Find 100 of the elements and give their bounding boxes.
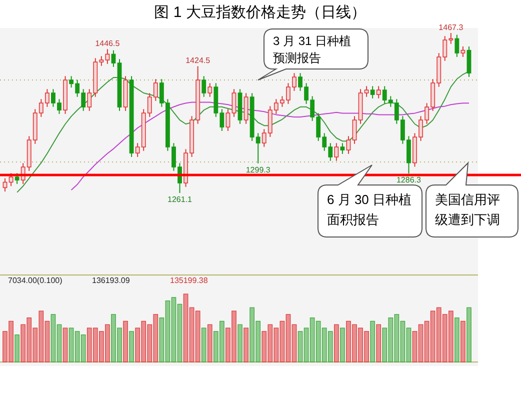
bar — [298, 331, 303, 362]
bar — [448, 310, 454, 362]
bar — [418, 324, 424, 362]
bar — [436, 307, 442, 362]
bar — [310, 318, 315, 362]
bar — [430, 310, 436, 362]
bar — [256, 320, 260, 362]
candlestick — [376, 86, 381, 99]
bar — [244, 328, 248, 362]
bar — [80, 334, 86, 362]
candlestick — [111, 50, 116, 68]
bar — [111, 314, 116, 362]
annotation: 1446.5 — [95, 39, 120, 48]
candlestick — [364, 86, 369, 98]
annotation: 1286.3 — [396, 175, 422, 184]
bar — [226, 328, 230, 362]
bar — [117, 328, 122, 362]
candlestick — [226, 108, 230, 132]
candlestick — [460, 46, 466, 58]
bar — [382, 328, 388, 362]
text: 7034.00(0.100) — [8, 276, 63, 285]
candlestick — [334, 142, 339, 162]
bar — [412, 331, 418, 362]
bar — [135, 328, 140, 362]
bar — [105, 324, 110, 362]
bar — [442, 314, 448, 362]
candlestick — [454, 34, 460, 58]
bar — [129, 331, 134, 362]
bar — [26, 318, 32, 362]
bar — [62, 328, 68, 362]
candlestick — [202, 76, 206, 98]
bar — [20, 324, 26, 362]
bar — [56, 324, 62, 362]
bar — [388, 318, 394, 362]
bar — [352, 324, 357, 362]
bar — [86, 328, 92, 362]
candlestick — [346, 136, 351, 154]
candlestick — [8, 172, 14, 187]
annotation: 1299.3 — [246, 165, 271, 174]
bar — [195, 310, 200, 362]
candlestick — [466, 46, 472, 78]
annotation: 1424.5 — [186, 56, 211, 66]
candlestick — [340, 142, 345, 154]
bar — [153, 314, 158, 362]
bar — [340, 328, 345, 362]
bar — [99, 331, 104, 362]
bar — [147, 324, 152, 362]
candlestick — [232, 88, 236, 118]
bar — [189, 307, 194, 362]
bar — [268, 324, 273, 362]
bar — [376, 324, 382, 362]
bar — [165, 300, 170, 362]
bar — [406, 328, 412, 362]
bar — [424, 320, 430, 362]
bar — [364, 331, 369, 362]
bar — [220, 320, 224, 362]
bar — [92, 328, 98, 362]
bar — [304, 328, 309, 362]
bar — [8, 320, 14, 362]
bar — [316, 320, 321, 362]
bar — [358, 328, 363, 362]
annotation: 6 月 30 日种植面积报告 — [327, 192, 412, 227]
bar — [394, 314, 400, 362]
bar — [328, 331, 333, 362]
bar — [159, 318, 164, 362]
bar — [50, 314, 56, 362]
bar — [466, 307, 472, 362]
annotation: 美国信用评级遭到下调 — [435, 192, 500, 227]
bar — [286, 314, 291, 362]
bar — [38, 310, 44, 362]
bar — [280, 320, 285, 362]
candlestick — [2, 178, 8, 192]
bar — [346, 320, 351, 362]
bar — [460, 320, 466, 362]
bar — [370, 320, 375, 362]
bar — [183, 294, 188, 362]
bar — [454, 318, 460, 362]
bar — [171, 297, 176, 362]
bar — [262, 331, 267, 362]
candlestick — [352, 116, 357, 144]
bar — [232, 310, 236, 362]
bar — [44, 320, 50, 362]
candlestick — [370, 86, 375, 99]
bar — [400, 320, 406, 362]
bar — [334, 324, 339, 362]
bar — [274, 328, 279, 362]
bar — [250, 307, 254, 362]
bar — [74, 331, 80, 362]
text: 135199.38 — [170, 276, 208, 285]
candlestick — [244, 92, 248, 124]
text: 136193.09 — [92, 276, 130, 285]
bar — [123, 320, 128, 362]
annotation: 3 月 31 日种植预测报告 — [273, 34, 352, 65]
bar — [292, 324, 297, 362]
candlestick — [208, 82, 212, 98]
bar — [214, 331, 218, 362]
bar — [207, 324, 212, 362]
bar — [2, 331, 8, 362]
bar — [322, 328, 327, 362]
chart-title: 图 1 大豆指数价格走势（日线） — [154, 4, 366, 21]
